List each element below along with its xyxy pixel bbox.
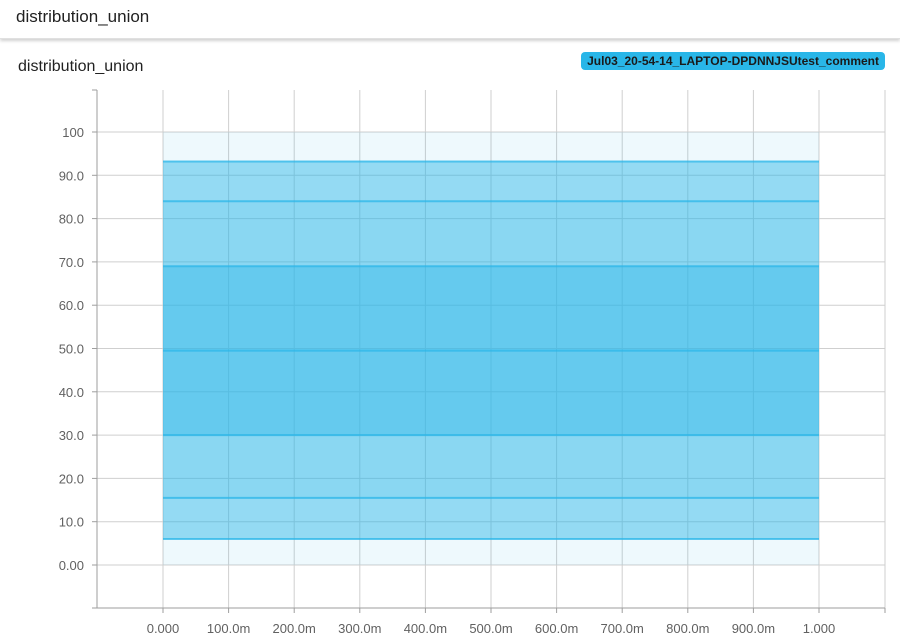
distribution-band [163,161,819,202]
distribution-band [163,435,819,498]
x-tick-label: 1.000 [803,621,836,636]
app-header: distribution_union [0,0,900,39]
x-tick-label: 300.0m [338,621,381,636]
x-tick-label: 400.0m [404,621,447,636]
x-axis-ticks: 0.000 100.0m 200.0m 300.0m 400.0m 500.0m 600.0… [147,621,836,636]
y-tick-label: 100 [62,125,84,140]
x-tick-label: 800.0m [666,621,709,636]
y-axis-ticks: 0.00 10.0 20.0 30.0 40.0 50.0 60.0 70.0 80.0 90.0… [59,125,84,573]
distribution-band [163,539,819,565]
x-tick-label: 600.0m [535,621,578,636]
y-tick-label: 50.0 [59,342,84,357]
x-tick-label: 700.0m [601,621,644,636]
distribution-band [163,350,819,436]
y-tick-label: 10.0 [59,515,84,530]
page-title: distribution_union [16,7,150,26]
y-tick-label: 30.0 [59,428,84,443]
y-tick-label: 70.0 [59,255,84,270]
x-tick-label: 900.0m [732,621,775,636]
distribution-band [163,266,819,351]
y-tick-label: 20.0 [59,471,84,486]
y-tick-label: 80.0 [59,212,84,227]
distribution-band [163,132,819,162]
distribution-band [163,201,819,267]
y-tick-label: 60.0 [59,298,84,313]
chart-card-title: distribution_union [18,58,144,75]
run-badge[interactable]: Jul03_20-54-14_LAPTOP-DPDNNJSUtest_comme… [581,52,885,70]
chart-bands [163,132,819,565]
x-tick-label: 500.0m [469,621,512,636]
y-tick-label: 40.0 [59,385,84,400]
y-tick-label: 90.0 [59,168,84,183]
y-tick-label: 0.00 [59,558,84,573]
chart-percentile-lines [163,160,819,541]
x-tick-label: 0.000 [147,621,180,636]
chart-axes [92,89,886,613]
x-tick-label: 100.0m [207,621,250,636]
distribution-band [163,497,819,540]
x-tick-label: 200.0m [273,621,316,636]
